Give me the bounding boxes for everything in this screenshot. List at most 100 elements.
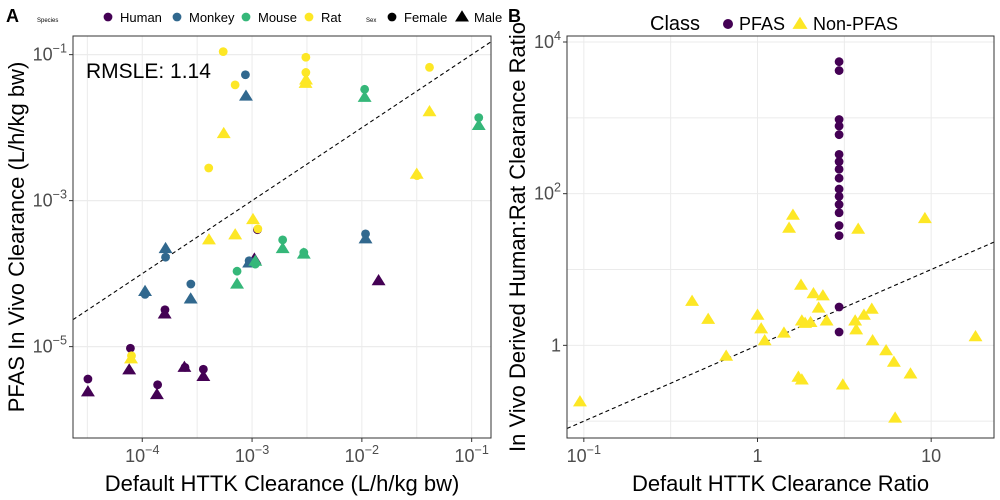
data-point-rat [216,126,231,139]
data-point-monkey [161,252,170,262]
data-point-rat [202,233,216,245]
data-point-human [196,369,211,382]
x-tick-label: 10−1 [567,443,601,466]
data-point-pfas [834,130,844,140]
data-point-pfas [834,164,844,174]
panel-a-legend: Species Human Monkey Mouse Rat Sex Female Male [37,10,502,25]
data-point-rat [422,105,437,117]
y-tick-label: 10−3 [33,188,67,211]
legend-label-mouse: Mouse [258,10,297,25]
data-point-non-pfas [819,314,834,326]
legend-label-male: Male [474,10,502,25]
data-point-mouse [357,90,372,102]
panel-b-points [573,57,983,423]
legend-label-monkey: Monkey [189,10,235,25]
data-point-pfas [834,302,844,312]
legend-label-female: Female [404,10,447,25]
data-point-human [371,274,386,286]
data-point-rat [230,80,240,90]
data-point-non-pfas [750,308,765,320]
data-point-human [83,374,93,384]
data-point-non-pfas [573,395,587,407]
data-point-rat [301,52,311,62]
data-point-pfas [834,231,844,240]
data-point-mouse [296,247,311,259]
data-point-non-pfas [851,222,866,234]
x-tick-label: 10−3 [235,443,269,466]
legend-label-non-pfas: Non-PFAS [813,14,898,34]
data-point-human [80,385,95,397]
data-point-pfas [834,66,844,75]
y-tick-label: 104 [534,29,561,52]
data-point-mouse [471,118,486,131]
data-point-non-pfas [886,355,901,367]
y-tick-label: 1 [551,335,561,355]
panel-b-x-axis-label: Default HTTK Clearance Ratio [632,471,929,496]
data-point-pfas [834,200,844,209]
data-point-pfas [834,149,844,159]
data-point-non-pfas [806,286,821,299]
data-point-rat [253,224,263,234]
panel-a-border [72,35,492,439]
data-point-non-pfas [903,367,918,379]
data-point-rat [218,47,228,57]
data-point-human [157,307,172,319]
x-tick-label: 10−2 [345,443,379,466]
legend-class-title: Class [650,13,700,35]
data-point-monkey [239,89,253,101]
data-point-non-pfas [864,302,879,314]
legend-swatch-rat [304,12,314,22]
legend-swatch-mouse [241,12,251,22]
legend-swatch-male [455,10,469,22]
data-point-pfas [834,184,844,194]
data-point-human [177,360,192,372]
panel-a-grid [73,36,491,438]
data-point-human [149,387,164,400]
data-point-mouse [360,84,370,94]
data-point-pfas [834,57,844,67]
legend-swatch-monkey [172,12,182,22]
data-point-non-pfas [848,314,863,326]
data-point-non-pfas [685,294,700,306]
data-point-rat [409,167,424,179]
data-point-human [198,364,208,374]
panel-b-y-axis-label: In Vivo Derived Human:Rat Clearance Rati… [505,22,530,452]
data-point-non-pfas [879,343,894,356]
data-point-non-pfas [719,349,734,361]
y-tick-label: 102 [534,181,561,204]
data-point-non-pfas [815,289,830,301]
data-point-non-pfas [849,323,864,335]
data-point-mouse [230,277,245,289]
data-point-pfas [834,121,844,131]
legend-swatch-non-pfas [792,16,808,29]
data-point-monkey [183,292,198,304]
data-point-pfas [834,157,844,166]
data-point-non-pfas [754,322,769,334]
data-point-pfas [834,173,844,183]
panel-a-ticks: 10−4 10−3 10−2 10−1 10−5 10−3 10−1 [33,42,489,466]
data-point-non-pfas [865,334,880,346]
panel-b-legend: Class PFAS Non-PFAS [650,13,898,35]
panel-b-grid [567,36,994,438]
legend-label-human: Human [120,10,162,25]
data-point-rat [298,76,313,88]
data-point-human [122,363,137,375]
data-point-rat [246,212,260,225]
data-point-rat [204,163,214,173]
data-point-non-pfas [888,411,903,423]
data-point-monkey [358,232,373,244]
data-point-non-pfas [835,378,850,390]
legend-sex-title: Sex [366,18,376,24]
x-tick-label: 1 [752,446,762,466]
data-point-rat [425,62,434,72]
data-point-pfas [834,221,844,230]
data-point-non-pfas [776,326,791,338]
panel-a-x-axis-label: Default HTTK Clearance (L/h/kg bw) [105,471,460,496]
data-point-mouse [248,254,263,266]
panel-a: 10−4 10−3 10−2 10−1 10−5 10−3 10−1 RMSLE: 1.14… [4,6,502,496]
data-point-pfas [834,115,844,124]
data-point-human [126,343,135,353]
legend-swatch-human [103,12,113,22]
data-point-mouse [474,113,484,123]
